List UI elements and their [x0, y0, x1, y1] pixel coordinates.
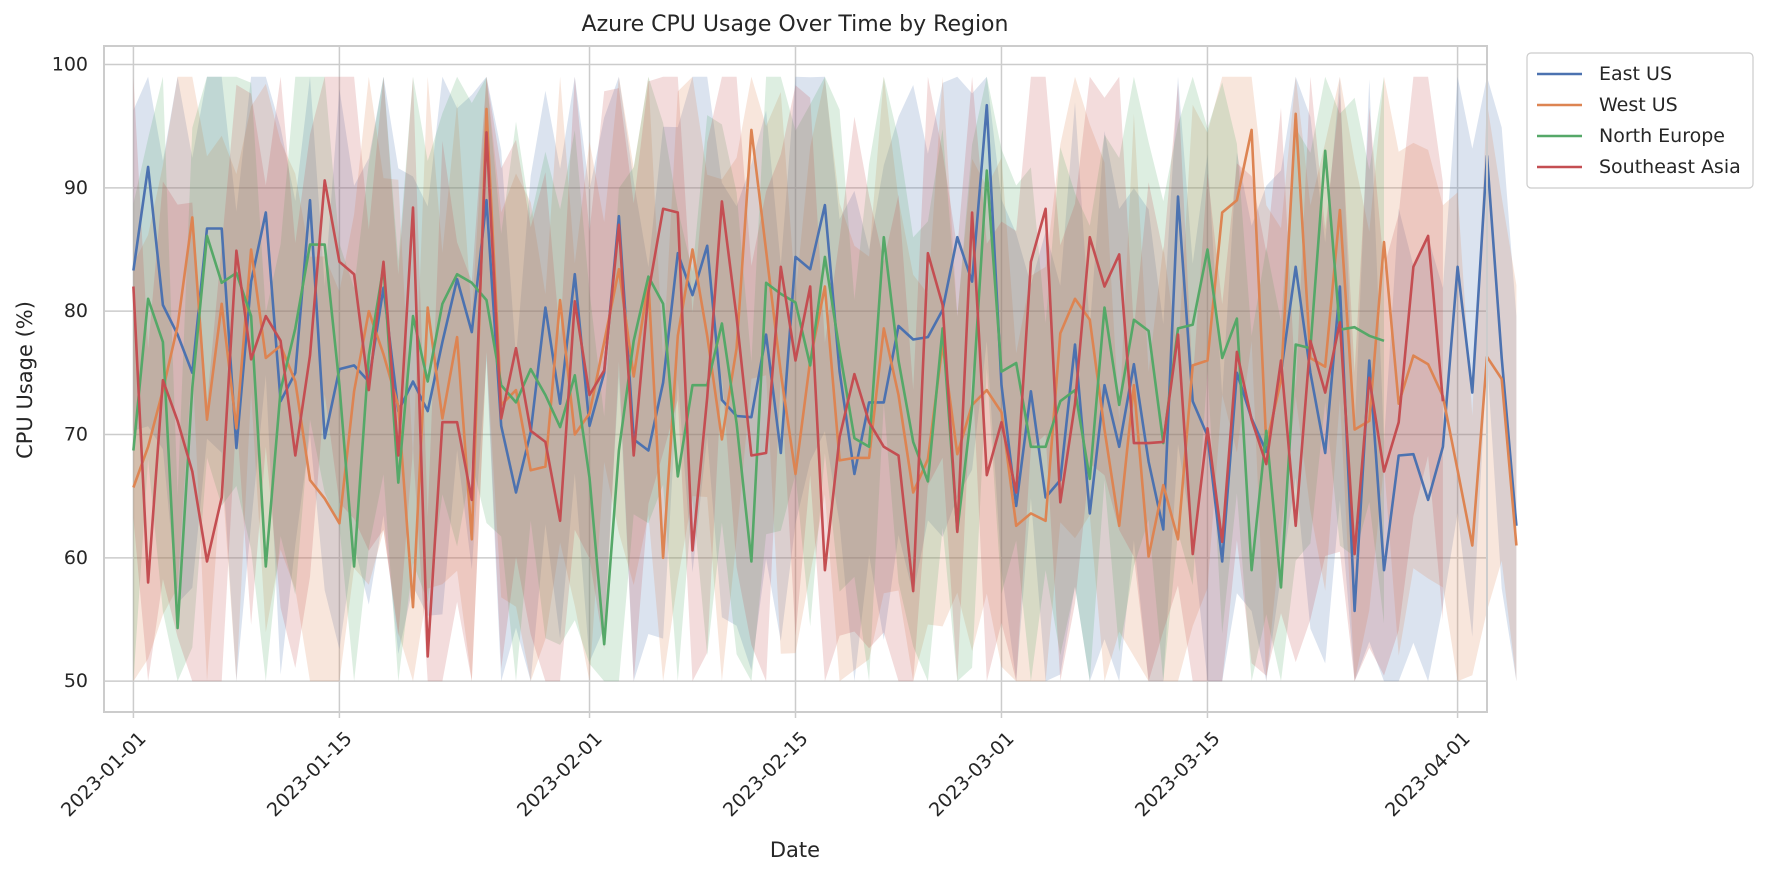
legend-label: East US: [1599, 63, 1672, 85]
confidence-bands: [133, 76, 1517, 682]
y-axis-label: CPU Usage (%): [13, 301, 37, 459]
y-tick-label: 70: [64, 424, 88, 446]
y-tick-label: 60: [64, 547, 88, 569]
legend-label: West US: [1599, 94, 1678, 116]
legend: East US West US North Europe Southeast Asia: [1526, 52, 1754, 189]
series-line: [132, 107, 1518, 609]
confidence-band: [133, 76, 1517, 682]
x-axis-label: Date: [770, 838, 820, 862]
y-tick-label: 100: [52, 54, 88, 76]
legend-box: [1526, 52, 1754, 189]
legend-items: East US West US North Europe Southeast Asia: [1537, 63, 1741, 178]
y-axis-ticks: 50 60 70 80 90 100: [52, 54, 88, 693]
confidence-band: [133, 76, 1517, 682]
y-tick-label: 50: [64, 670, 88, 692]
chart-title: Azure CPU Usage Over Time by Region: [582, 12, 1009, 37]
series-line: [132, 103, 1518, 613]
series-lines: [132, 103, 1518, 658]
series-line: [132, 131, 1445, 658]
confidence-band: [133, 76, 1443, 682]
legend-label: North Europe: [1599, 125, 1725, 147]
y-tick-label: 90: [64, 177, 88, 199]
legend-label: Southeast Asia: [1599, 156, 1741, 178]
y-tick-label: 80: [64, 300, 88, 322]
